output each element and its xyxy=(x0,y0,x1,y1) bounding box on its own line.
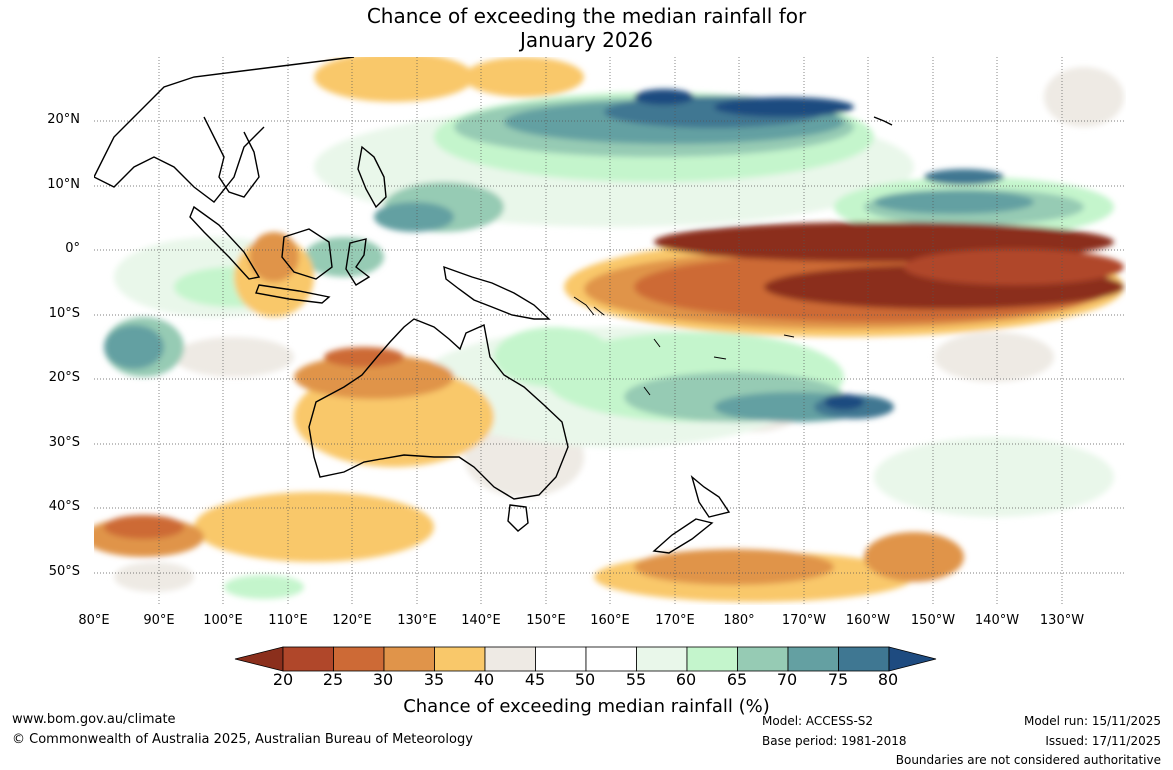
indochina-coastline xyxy=(203,116,260,198)
coastlines xyxy=(94,57,893,554)
philippines-coastline xyxy=(357,145,387,209)
lat-label-10n: 10°N xyxy=(47,177,80,192)
sulawesi-coastline xyxy=(345,238,371,286)
australia-coastline xyxy=(308,318,569,500)
colorbar-cell xyxy=(636,646,688,672)
lon-label-140e: 140°E xyxy=(461,613,501,628)
lon-label-150w: 150°W xyxy=(910,613,956,628)
probability-field xyxy=(94,57,1124,602)
colorbar-tick: 70 xyxy=(776,670,798,689)
lon-label-170e: 170°E xyxy=(655,613,695,628)
colorbar-tick: 20 xyxy=(272,670,294,689)
lon-label-120e: 120°E xyxy=(332,613,372,628)
lat-label-50s: 50°S xyxy=(48,564,80,579)
lon-label-150e: 150°E xyxy=(526,613,566,628)
hawaii-coastline xyxy=(873,116,893,126)
colorbar-tick: 30 xyxy=(372,670,394,689)
lat-label-30s: 30°S xyxy=(48,435,80,450)
title-line-2: January 2026 xyxy=(519,28,654,52)
colorbar-tick: 25 xyxy=(322,670,344,689)
colorbar-cell xyxy=(383,646,435,672)
colorbar-tick: 35 xyxy=(423,670,445,689)
lon-label-170w: 170°W xyxy=(781,613,827,628)
colorbar-tick: 55 xyxy=(625,670,647,689)
colorbar-cell xyxy=(282,646,334,672)
issued-text: Issued: 17/11/2025 xyxy=(1045,734,1161,748)
lon-label-130e: 130°E xyxy=(397,613,437,628)
asia-coastline xyxy=(94,57,355,203)
colorbar-cell xyxy=(333,646,385,672)
pacific-islands xyxy=(573,296,795,396)
copyright-text: © Commonwealth of Australia 2025, Austra… xyxy=(12,732,473,747)
rainfall-map xyxy=(94,57,1126,605)
lat-label-0: 0° xyxy=(65,241,80,256)
lon-label-110e: 110°E xyxy=(268,613,308,628)
base-period-text: Base period: 1981-2018 xyxy=(762,734,907,748)
model-run-text: Model run: 15/11/2025 xyxy=(1023,714,1161,728)
graticule xyxy=(94,57,1126,605)
nz-south-island-coastline xyxy=(652,518,714,554)
lon-label-160w: 160°W xyxy=(845,613,891,628)
colorbar xyxy=(234,646,937,672)
java-coastline xyxy=(255,284,331,304)
borneo-coastline xyxy=(281,228,333,280)
lon-label-100e: 100°E xyxy=(203,613,243,628)
colorbar-cell xyxy=(434,646,486,672)
lon-label-90e: 90°E xyxy=(143,613,175,628)
colorbar-cell xyxy=(838,646,890,672)
colorbar-cell xyxy=(737,646,789,672)
colorbar-tick: 75 xyxy=(827,670,849,689)
colorbar-tick: 45 xyxy=(524,670,546,689)
new-guinea-coastline xyxy=(443,265,551,320)
map-title: Chance of exceeding the median rainfall … xyxy=(0,4,1173,52)
lon-label-160e: 160°E xyxy=(590,613,630,628)
lat-label-10s: 10°S xyxy=(48,306,80,321)
colorbar-cell xyxy=(484,646,536,672)
colorbar-tick: 60 xyxy=(675,670,697,689)
sumatra-coastline xyxy=(189,205,261,280)
website-text: www.bom.gov.au/climate xyxy=(12,712,176,727)
colorbar-tick: 65 xyxy=(726,670,748,689)
tasmania-coastline xyxy=(507,504,529,532)
colorbar-extend-low xyxy=(234,646,284,672)
colorbar-tick: 50 xyxy=(574,670,596,689)
disclaimer-text: Boundaries are not considered authoritat… xyxy=(895,753,1161,767)
lon-label-140w: 140°W xyxy=(974,613,1020,628)
model-text: Model: ACCESS-S2 xyxy=(762,714,874,728)
lat-label-20n: 20°N xyxy=(47,112,80,127)
title-line-1: Chance of exceeding the median rainfall … xyxy=(366,4,807,28)
colorbar-extend-high xyxy=(888,646,937,672)
colorbar-tick: 80 xyxy=(877,670,899,689)
colorbar-cell xyxy=(686,646,738,672)
lon-label-80e: 80°E xyxy=(78,613,110,628)
lon-label-130w: 130°W xyxy=(1039,613,1085,628)
lat-label-40s: 40°S xyxy=(48,499,80,514)
lon-label-180: 180° xyxy=(723,613,755,628)
colorbar-cell xyxy=(585,646,637,672)
colorbar-cell xyxy=(787,646,839,672)
colorbar-cell xyxy=(535,646,587,672)
nz-north-island-coastline xyxy=(690,475,731,518)
lat-label-20s: 20°S xyxy=(48,370,80,385)
colorbar-tick: 40 xyxy=(473,670,495,689)
colorbar-label: Chance of exceeding median rainfall (%) xyxy=(403,696,770,717)
